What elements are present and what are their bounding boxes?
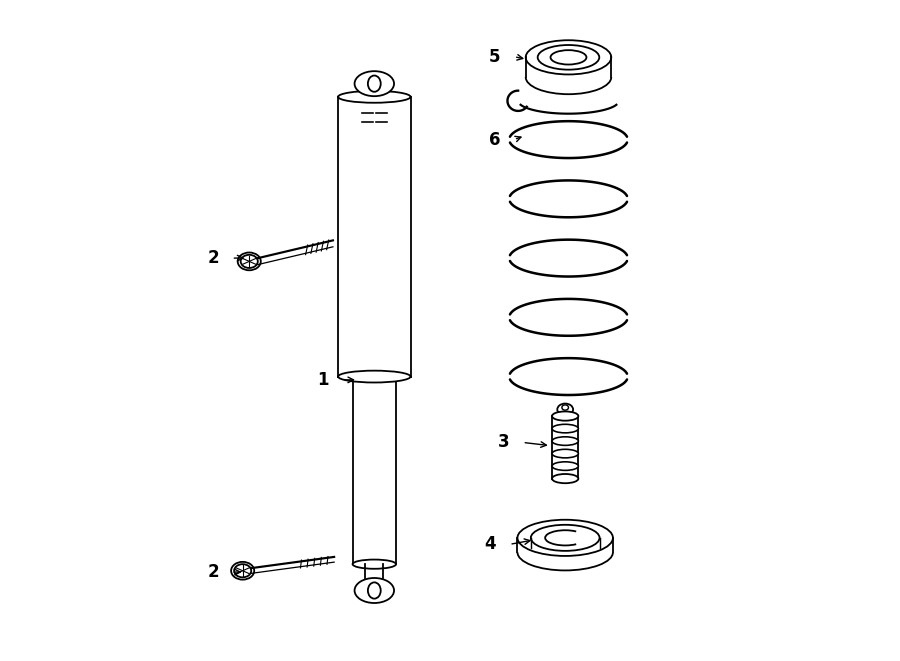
Ellipse shape — [551, 50, 587, 65]
Text: 3: 3 — [498, 434, 509, 451]
Ellipse shape — [537, 45, 599, 69]
Text: 2: 2 — [208, 563, 220, 581]
Text: 1: 1 — [317, 371, 328, 389]
Text: 6: 6 — [490, 131, 500, 149]
Ellipse shape — [338, 91, 410, 102]
Text: 4: 4 — [484, 535, 496, 553]
Ellipse shape — [552, 462, 579, 471]
Ellipse shape — [355, 71, 394, 96]
Text: 5: 5 — [490, 48, 500, 65]
Ellipse shape — [353, 560, 396, 568]
Ellipse shape — [552, 424, 579, 433]
Ellipse shape — [518, 520, 613, 556]
Ellipse shape — [552, 411, 579, 420]
Ellipse shape — [552, 449, 579, 458]
Ellipse shape — [368, 582, 381, 599]
Ellipse shape — [557, 404, 573, 415]
Ellipse shape — [526, 40, 611, 75]
Ellipse shape — [562, 405, 569, 410]
Ellipse shape — [234, 564, 251, 577]
Ellipse shape — [240, 254, 257, 268]
Ellipse shape — [552, 437, 579, 446]
Ellipse shape — [368, 75, 381, 92]
Ellipse shape — [355, 578, 394, 603]
Ellipse shape — [531, 525, 599, 551]
Text: 2: 2 — [208, 249, 220, 267]
Ellipse shape — [552, 474, 579, 483]
Ellipse shape — [338, 371, 410, 383]
